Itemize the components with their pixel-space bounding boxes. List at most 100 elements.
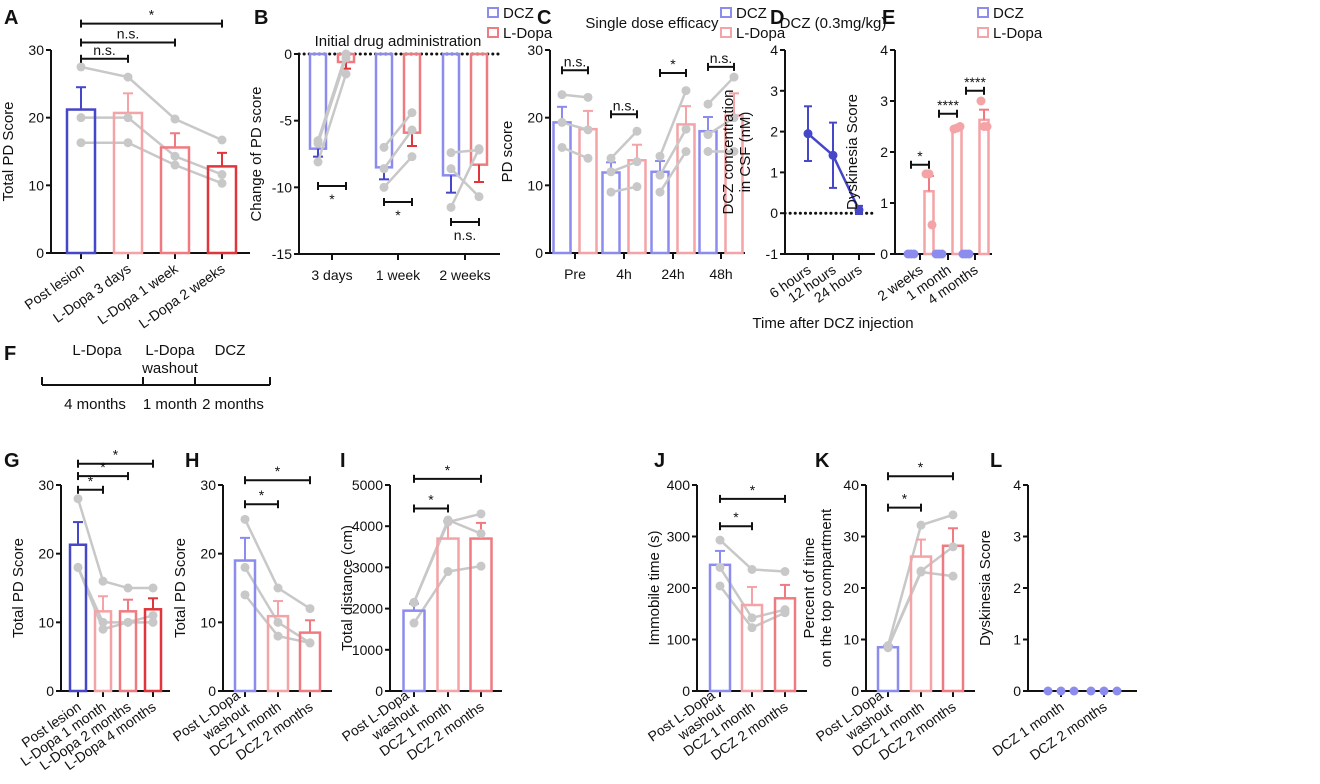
subject-point — [703, 99, 713, 109]
subject-point — [341, 69, 351, 79]
subject-point — [240, 562, 250, 572]
y-tick-label: 100 — [667, 632, 691, 648]
subject-point — [313, 138, 323, 148]
subject-point — [443, 515, 453, 525]
y-tick-label: 20 — [28, 110, 44, 126]
y-tick-label: 3 — [1013, 529, 1021, 545]
y-tick-label: -10 — [272, 179, 292, 195]
subject-point — [729, 147, 739, 156]
y-tick-label: 4 — [770, 42, 778, 58]
y-tick-label: 2 — [770, 124, 778, 140]
y-tick-label: 0 — [682, 683, 690, 699]
mean-point — [803, 129, 813, 139]
y-tick-label: 10 — [527, 177, 543, 193]
subject-point — [476, 509, 486, 519]
significance-label: * — [329, 191, 335, 207]
significance-label: * — [100, 459, 106, 475]
subject-point — [948, 542, 958, 552]
subject-point — [98, 624, 108, 634]
significance-label: n.s. — [117, 26, 140, 42]
subject-point — [476, 561, 486, 571]
panel-b: B Initial drug administration Change of PD… — [248, 5, 553, 283]
chart-title: Initial drug administration — [315, 33, 482, 50]
subject-point — [123, 72, 133, 82]
y-tick-label: 0 — [535, 245, 543, 261]
subject-point — [446, 148, 456, 158]
subject-point — [937, 249, 947, 259]
bar-dcz — [601, 171, 621, 255]
subject-point — [655, 151, 665, 161]
subject-point — [474, 192, 484, 202]
x-tick-label: Pre — [564, 266, 586, 282]
subject-point — [217, 178, 227, 188]
y-tick-label: 4 — [1013, 477, 1021, 493]
timeline-duration-label: 4 months — [64, 396, 126, 413]
significance-label: * — [918, 459, 924, 475]
y-tick-label: 30 — [527, 42, 543, 58]
y-axis-label: in CSF (nM) — [737, 112, 754, 193]
subject-point — [341, 53, 351, 63]
subject-point — [964, 249, 974, 259]
y-tick-label: 1 — [1013, 632, 1021, 648]
y-tick-label: 20 — [38, 546, 54, 562]
significance-label: * — [275, 463, 281, 479]
subject-point — [976, 96, 986, 106]
y-tick-label: 1 — [770, 164, 778, 180]
y-axis-label: on the top compartment — [818, 508, 835, 667]
y-tick-label: 10 — [200, 614, 216, 630]
significance-label: **** — [964, 74, 986, 90]
subject-point — [780, 608, 790, 618]
subject-point — [729, 113, 739, 123]
x-tick-label: 3 days — [311, 267, 352, 283]
subject-point — [703, 130, 713, 140]
subject-point — [606, 153, 616, 163]
panel-i: I Total distance (cm) 0 1000 2000 3000 4000 500… — [339, 450, 502, 763]
subject-point — [305, 638, 315, 648]
subject-line — [80, 65, 223, 142]
subject-point — [170, 114, 180, 124]
y-tick-label: -1 — [766, 246, 779, 262]
subject-point — [409, 597, 419, 607]
bar-l-dopa — [469, 52, 489, 166]
subject-point — [916, 520, 926, 530]
subject-point — [715, 562, 725, 572]
subject-point — [606, 187, 616, 197]
bar — [65, 108, 97, 255]
significance-label: * — [149, 7, 155, 23]
data-point — [1099, 686, 1109, 696]
y-tick-label: 30 — [200, 477, 216, 493]
subject-line — [76, 498, 153, 590]
y-tick-label: 0 — [208, 683, 216, 699]
bar-l-dopa — [627, 159, 647, 255]
y-tick-label: 3 — [770, 83, 778, 99]
significance-label: n.s. — [710, 50, 733, 66]
bar-dcz — [552, 121, 572, 255]
subject-point — [76, 62, 86, 72]
y-axis-label: Total PD Score — [172, 538, 189, 638]
mean-point — [854, 205, 864, 215]
x-tick-label: 2 weeks — [439, 267, 490, 283]
data-point — [1112, 686, 1122, 696]
subject-point — [240, 514, 250, 524]
significance-label: * — [670, 56, 676, 72]
subject-point — [948, 571, 958, 581]
panel-label: F — [4, 343, 16, 365]
subject-point — [655, 187, 665, 197]
subject-point — [170, 160, 180, 170]
mean-point — [828, 150, 838, 160]
significance-label: **** — [937, 97, 959, 113]
subject-point — [148, 610, 158, 620]
subject-point — [583, 92, 593, 102]
y-tick-label: 2 — [880, 144, 888, 160]
subject-point — [729, 72, 739, 82]
y-tick-label: 3 — [880, 93, 888, 109]
subject-point — [443, 567, 453, 577]
subject-point — [681, 124, 691, 134]
significance-label: * — [395, 207, 401, 223]
panel-label: B — [254, 7, 268, 29]
bar-l-dopa — [951, 126, 963, 256]
